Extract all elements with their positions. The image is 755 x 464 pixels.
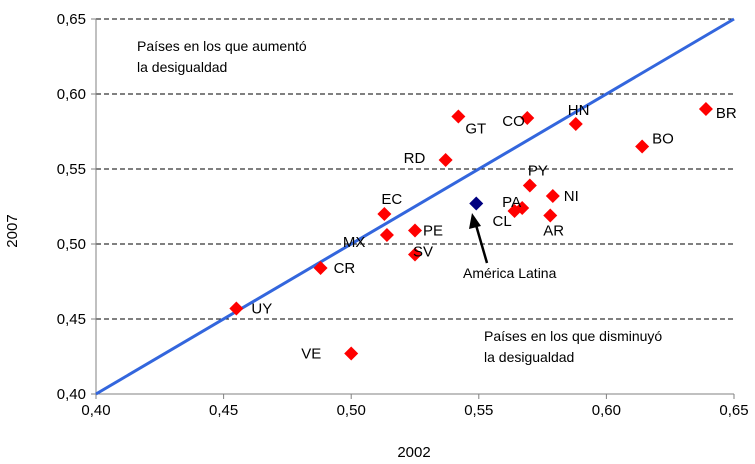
y-tick-label: 0,40 bbox=[57, 386, 86, 403]
tick-labels: 0,400,40 0,45 0,45 0,50 0,50 0,55 0,55 0,60 0,60… bbox=[57, 11, 749, 419]
data-point-pe bbox=[408, 223, 422, 238]
point-label-sv: SV bbox=[413, 244, 433, 261]
data-point-cl bbox=[507, 204, 522, 218]
reference-line bbox=[95, 17, 735, 396]
y-tick-label: 0,50 bbox=[57, 236, 86, 253]
x-tick-label: 0,65 bbox=[719, 402, 748, 419]
point-label-mx: MX bbox=[343, 234, 366, 251]
arrow-label: América Latina bbox=[463, 265, 557, 281]
point-label-rd: RD bbox=[404, 150, 426, 167]
data-point-gt bbox=[451, 109, 466, 124]
data-point-ve bbox=[344, 346, 359, 361]
x-tick-label: 0,45 bbox=[209, 402, 238, 419]
data-points bbox=[229, 102, 713, 361]
data-point-py bbox=[522, 178, 537, 193]
point-label-cl: CL bbox=[493, 213, 512, 230]
data-point-co bbox=[520, 111, 535, 125]
data-point-ec bbox=[377, 207, 392, 221]
point-label-cr: CR bbox=[334, 260, 356, 277]
annotation-arrowhead bbox=[469, 213, 481, 229]
annotation-lower-line1: Países en los que disminuyó bbox=[484, 328, 662, 344]
y-tick-label: 0,45 bbox=[57, 311, 86, 328]
x-tick-label: 0,40 bbox=[81, 402, 110, 419]
data-point-ar bbox=[543, 208, 558, 223]
data-point-rd bbox=[438, 153, 453, 167]
point-labels: BR BO HN CO GT RD PY NI PA CL AR EC PE MX SV CR UY VE bbox=[251, 102, 737, 363]
reference-line-group bbox=[95, 17, 735, 396]
data-point-america-latina bbox=[469, 196, 484, 211]
point-label-py: PY bbox=[528, 163, 548, 180]
point-label-hn: HN bbox=[568, 102, 590, 119]
data-point-uy bbox=[229, 301, 244, 316]
point-label-co: CO bbox=[502, 113, 524, 130]
point-label-ar: AR bbox=[543, 223, 564, 240]
y-axis-title: 2007 bbox=[4, 214, 21, 247]
annotation-upper-line1: Países en los que aumentó bbox=[137, 38, 307, 54]
data-point-bo bbox=[635, 139, 650, 154]
data-point-hn bbox=[568, 117, 583, 131]
annotation-lower-line2: la desigualdad bbox=[484, 349, 574, 365]
data-point-sv bbox=[408, 247, 422, 262]
point-label-ec: EC bbox=[381, 191, 402, 208]
point-label-pa: PA bbox=[502, 194, 521, 211]
point-label-ve: VE bbox=[301, 346, 321, 363]
axes bbox=[91, 18, 735, 399]
x-tick-label: 0,50 bbox=[337, 402, 366, 419]
point-label-bo: BO bbox=[652, 131, 674, 148]
y-tick-label: 0,65 bbox=[57, 11, 86, 28]
data-point-cr bbox=[313, 261, 328, 275]
y-tick-label: 0,55 bbox=[57, 161, 86, 178]
x-axis-title: 2002 bbox=[397, 444, 430, 461]
grid-lines bbox=[96, 18, 734, 320]
x-tick-label: 0,60 bbox=[592, 402, 621, 419]
point-label-ni: NI bbox=[564, 188, 579, 205]
data-point-ni bbox=[545, 189, 560, 203]
x-tick-label: 0,55 bbox=[464, 402, 493, 419]
point-label-uy: UY bbox=[251, 301, 272, 318]
y-tick-label: 0,60 bbox=[57, 86, 86, 103]
data-point-mx bbox=[379, 228, 394, 242]
point-label-gt: GT bbox=[465, 121, 486, 138]
point-label-br: BR bbox=[716, 105, 737, 122]
annotation-arrow bbox=[474, 224, 489, 264]
annotation-upper-line2: la desigualdad bbox=[137, 59, 227, 75]
point-label-pe: PE bbox=[423, 223, 443, 240]
data-point-br bbox=[698, 102, 713, 116]
